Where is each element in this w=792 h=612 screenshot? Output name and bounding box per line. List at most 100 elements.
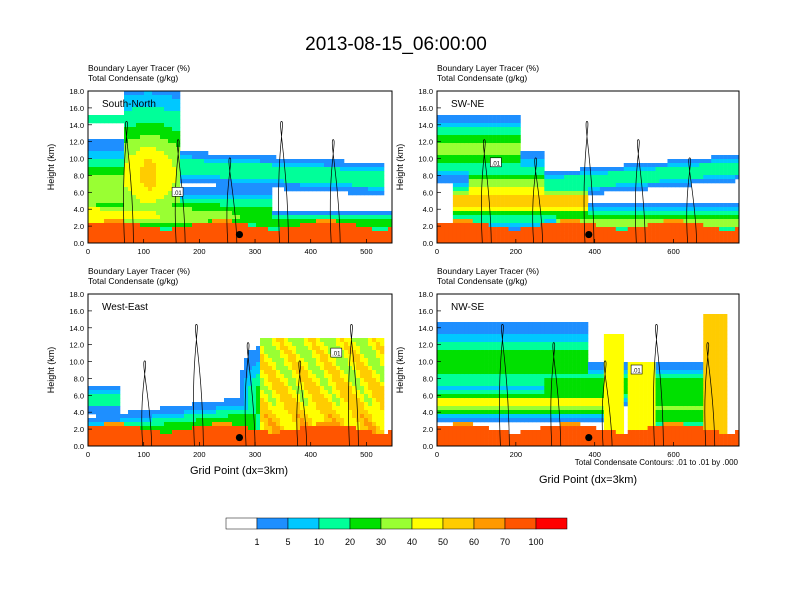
colorbar-label: 1 (254, 537, 259, 547)
x-tick-label: 0 (435, 450, 439, 459)
y-tick-label: 14.0 (418, 324, 433, 333)
y-tick-label: 10.0 (418, 358, 433, 367)
colorbar-label: 60 (469, 537, 479, 547)
y-tick-label: 2.0 (423, 425, 433, 434)
plot-frame (87, 90, 393, 244)
plot-frame (87, 293, 393, 447)
y-tick-label: 12.0 (69, 138, 84, 147)
x-tick-label: 200 (510, 247, 523, 256)
panel-name: NW-SE (451, 302, 484, 313)
contour-label-box (330, 347, 343, 358)
colorbar-label: 10 (314, 537, 324, 547)
condensate-contours (480, 121, 698, 244)
y-tick-label: 0.0 (423, 239, 433, 248)
y-tick-label: 14.0 (69, 121, 84, 130)
colorbar-label: 50 (438, 537, 448, 547)
plot-frame (436, 293, 740, 447)
x-axis-label-left: Grid Point (dx=3km) (190, 465, 288, 477)
colorbar-swatch (225, 517, 258, 530)
x-tick-label: 200 (510, 450, 523, 459)
colorbar-swatch (442, 517, 475, 530)
panel-header-tracer: Boundary Layer Tracer (%) (88, 266, 190, 276)
x-tick-label: 0 (435, 247, 439, 256)
site-marker (235, 230, 244, 239)
y-tick-label: 4.0 (423, 408, 433, 417)
x-tick-label: 400 (304, 247, 317, 256)
panel-header-tracer: Boundary Layer Tracer (%) (437, 266, 539, 276)
y-tick-label: 8.0 (423, 374, 433, 383)
panel-header-condensate: Total Condensate (g/kg) (437, 276, 527, 286)
y-tick-label: 14.0 (418, 121, 433, 130)
tracer-field (88, 338, 393, 447)
y-tick-label: 18.0 (69, 290, 84, 299)
y-tick-label: 16.0 (418, 307, 433, 316)
contour-label: .01 (173, 191, 182, 197)
y-tick-label: 16.0 (69, 104, 84, 113)
y-tick-label: 12.0 (69, 341, 84, 350)
colorbar-label: 40 (407, 537, 417, 547)
plot-frame (436, 90, 740, 244)
condensate-contours (123, 121, 341, 244)
x-tick-label: 400 (304, 450, 317, 459)
y-tick-label: 0.0 (423, 442, 433, 451)
condensate-contours (499, 324, 716, 447)
tracer-field (437, 314, 740, 447)
panel-header-condensate: Total Condensate (g/kg) (437, 73, 527, 83)
y-tick-label: 8.0 (423, 171, 433, 180)
colorbar-swatch (535, 517, 568, 530)
x-tick-label: 400 (588, 247, 601, 256)
y-tick-label: 6.0 (423, 391, 433, 400)
y-tick-label: 18.0 (418, 87, 433, 96)
contour-label: .01 (332, 352, 341, 358)
contour-label-box (171, 187, 184, 197)
colorbar-swatch (287, 517, 320, 530)
panel-west-east: Boundary Layer Tracer (%)Total Condensat… (46, 266, 393, 459)
site-marker (585, 230, 593, 239)
y-tick-label: 8.0 (74, 171, 84, 180)
site-marker (585, 433, 593, 442)
colorbar-swatch (380, 517, 413, 530)
y-tick-label: 4.0 (423, 205, 433, 214)
x-tick-label: 100 (137, 450, 150, 459)
x-tick-label: 0 (86, 247, 90, 256)
x-tick-label: 500 (360, 450, 373, 459)
y-tick-label: 18.0 (69, 87, 84, 96)
colorbar-swatch (318, 517, 351, 530)
y-tick-label: 4.0 (74, 205, 84, 214)
x-tick-label: 600 (667, 450, 680, 459)
y-tick-label: 14.0 (69, 324, 84, 333)
y-tick-label: 16.0 (418, 104, 433, 113)
contour-label-box (630, 364, 643, 375)
tracer-field (88, 91, 393, 244)
x-axis-label-right: Grid Point (dx=3km) (539, 474, 637, 486)
panel-name: SW-NE (451, 99, 484, 110)
y-tick-label: 16.0 (69, 307, 84, 316)
y-tick-label: 8.0 (74, 374, 84, 383)
tracer-field (437, 115, 740, 244)
y-tick-label: 2.0 (74, 222, 84, 231)
contour-label: .01 (492, 161, 501, 167)
x-tick-label: 300 (249, 450, 262, 459)
colorbar-label: 70 (500, 537, 510, 547)
panel-sw-ne: Boundary Layer Tracer (%)Total Condensat… (395, 63, 740, 256)
y-tick-label: 12.0 (418, 138, 433, 147)
panel-south-north: Boundary Layer Tracer (%)Total Condensat… (46, 63, 393, 256)
x-tick-label: 600 (667, 247, 680, 256)
contour-label: .01 (632, 369, 641, 375)
x-tick-label: 500 (360, 247, 373, 256)
site-marker (235, 433, 244, 442)
panels: Boundary Layer Tracer (%)Total Condensat… (46, 63, 740, 459)
contour-note: Total Condensate Contours: .01 to .01 by… (575, 458, 739, 467)
y-tick-label: 6.0 (74, 188, 84, 197)
x-tick-label: 100 (137, 247, 150, 256)
colorbar-swatch (473, 517, 506, 530)
colorbar-swatch (411, 517, 444, 530)
panel-header-tracer: Boundary Layer Tracer (%) (88, 63, 190, 73)
x-tick-label: 200 (193, 247, 206, 256)
y-tick-label: 10.0 (418, 155, 433, 164)
y-tick-label: 2.0 (423, 222, 433, 231)
figure-title: 2013-08-15_06:00:00 (305, 34, 487, 55)
x-tick-label: 200 (193, 450, 206, 459)
x-tick-label: 300 (249, 247, 262, 256)
